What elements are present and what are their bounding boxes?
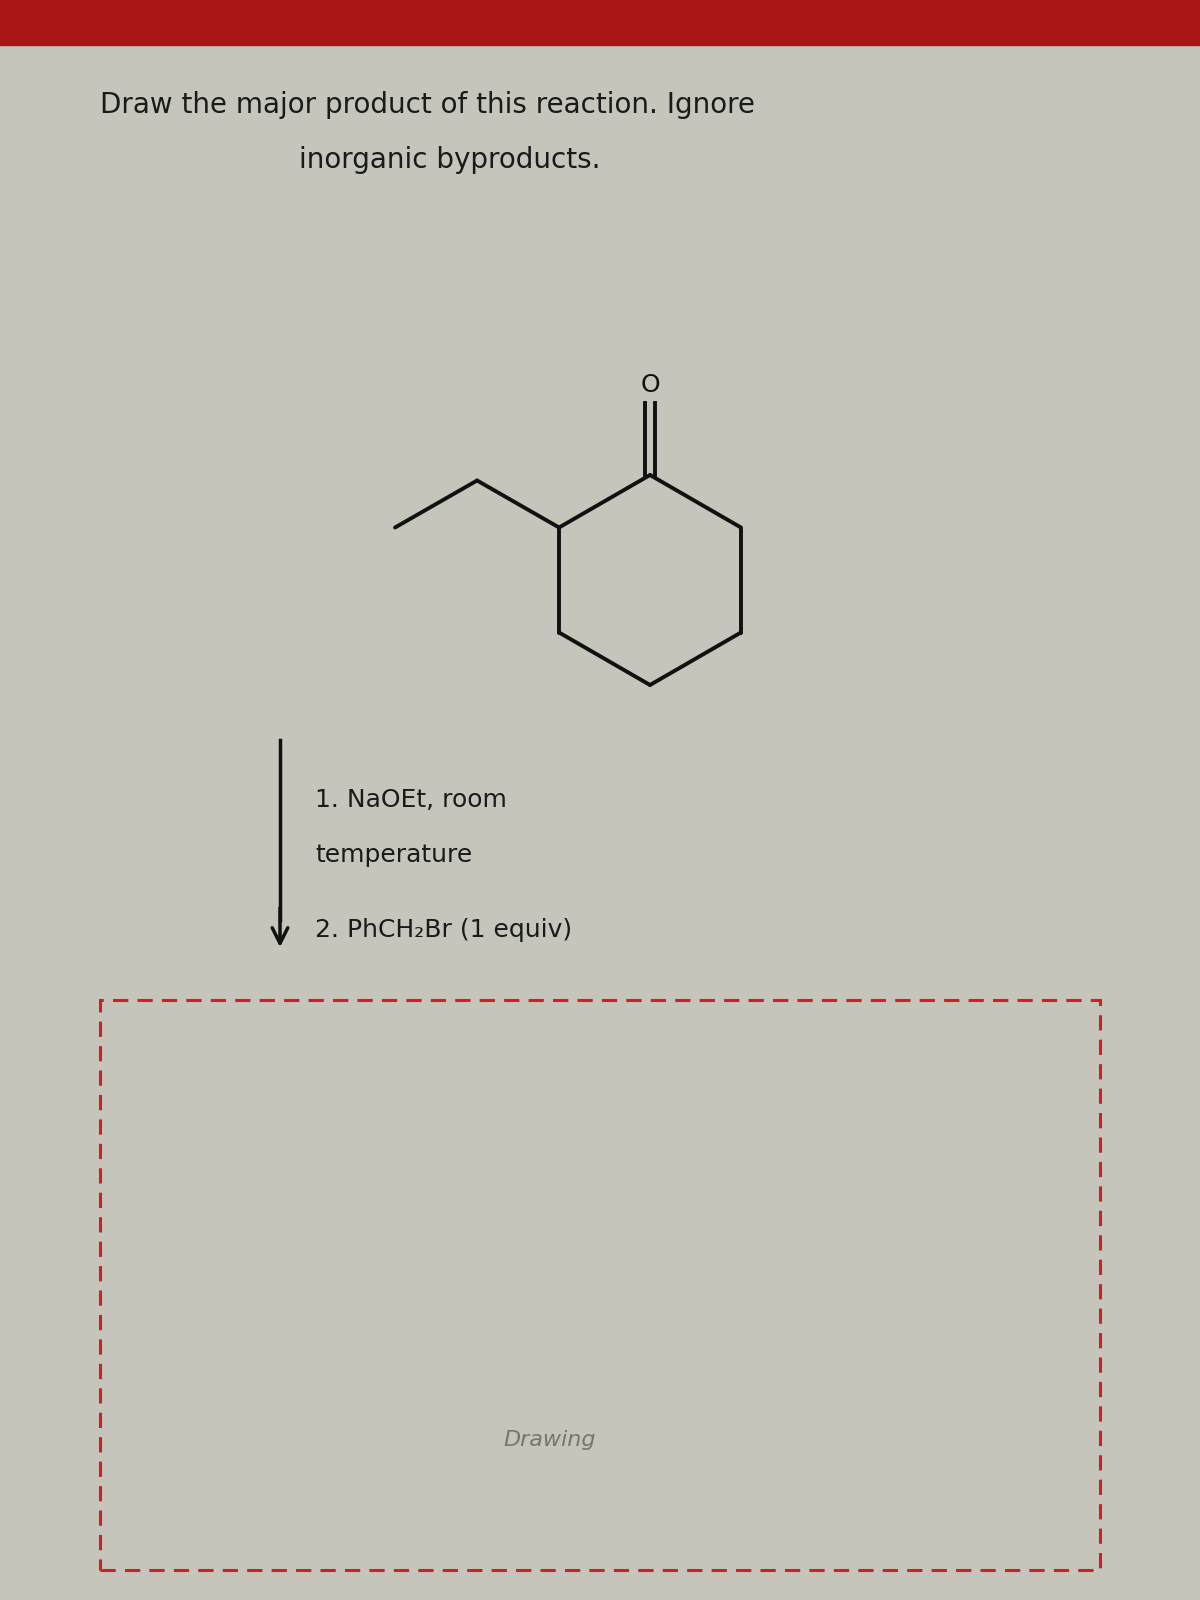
Text: temperature: temperature [314, 843, 473, 867]
Text: inorganic byproducts.: inorganic byproducts. [299, 146, 601, 174]
Text: 1. NaOEt, room: 1. NaOEt, room [314, 787, 506, 813]
Text: 2. PhCH₂Br (1 equiv): 2. PhCH₂Br (1 equiv) [314, 918, 572, 942]
Bar [100, 1000, 1100, 1570]
Text: O: O [640, 373, 660, 397]
Bar [0, 0, 1200, 45]
Text: Draw the major product of this reaction. Ignore: Draw the major product of this reaction.… [100, 91, 755, 118]
Text: Drawing: Drawing [504, 1430, 596, 1450]
